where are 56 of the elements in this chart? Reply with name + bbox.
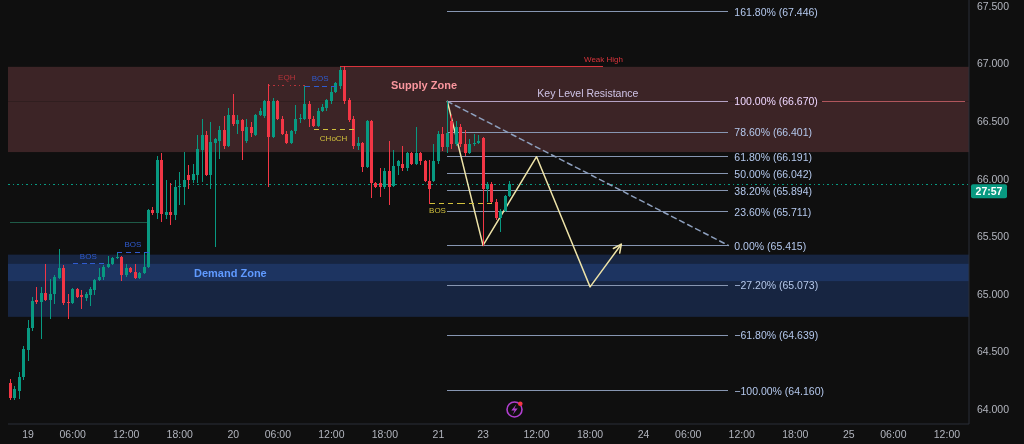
series-label: 61.80% (66.191) [734, 150, 813, 163]
x-tick-label: 12:00 [523, 428, 550, 440]
series-label: 0.00% (65.415) [734, 239, 807, 252]
series-label: BOS [311, 73, 329, 83]
x-tick-label: 12:00 [933, 428, 961, 440]
y-tick-label: 66.500 [976, 114, 1010, 127]
y-tick-label: 65.000 [976, 287, 1010, 300]
annotation: Key Level Resistance [537, 87, 639, 100]
x-tick-label: 18:00 [371, 428, 399, 440]
series-label: BOS [429, 205, 446, 215]
x-tick-label: 06:00 [675, 428, 702, 440]
x-tick-label: 19 [22, 428, 35, 440]
series-label: Weak High [583, 54, 623, 64]
y-tick-label: 66.000 [976, 172, 1010, 185]
series-label: 161.80% (67.446) [734, 5, 818, 18]
candlestick [165, 179, 168, 219]
y-tick-label: 64.500 [976, 345, 1010, 358]
x-tick-label: 24 [637, 428, 650, 440]
series-label: 78.60% (66.401) [734, 126, 813, 139]
y-tick-label: 67.000 [976, 57, 1010, 70]
x-tick-label: 12:00 [318, 428, 345, 440]
y-tick-label: 67.500 [976, 0, 1010, 12]
x-tick-label: 20 [227, 428, 240, 440]
x-tick-label: 21 [432, 428, 445, 440]
x-tick-label: 12:00 [113, 428, 140, 440]
y-tick-label: 64.000 [976, 403, 1010, 416]
candlestick [67, 293, 70, 320]
band-label: Supply Zone [391, 78, 457, 91]
series-label: 50.00% (66.042) [734, 167, 813, 180]
x-tick-label: 06:00 [880, 428, 907, 440]
x-tick-label: 18:00 [576, 428, 604, 440]
series-label: CHoCH [319, 133, 348, 143]
series-label: 100.00% (66.670) [734, 95, 818, 108]
x-tick-label: 23 [477, 428, 490, 440]
candlestick [49, 278, 52, 320]
x-tick-label: 12:00 [728, 428, 756, 440]
x-tick-label: 18:00 [782, 428, 809, 440]
series-label: −100.00% (64.160) [734, 384, 824, 397]
candlestick [80, 290, 83, 309]
band-label: Demand Zone [194, 266, 267, 279]
series-label: −27.20% (65.073) [734, 279, 819, 292]
x-tick-label: 06:00 [59, 428, 86, 440]
series-label: 38.20% (65.894) [734, 184, 813, 197]
series-label: BOS [79, 251, 97, 261]
x-tick-label: 18:00 [166, 428, 194, 440]
candlestick [183, 152, 186, 206]
x-tick-label: 25 [842, 428, 855, 440]
series-label: −61.80% (64.639) [734, 329, 819, 342]
candlestick [169, 183, 172, 225]
x-tick-label: 06:00 [264, 428, 292, 440]
series-label: 23.60% (65.711) [734, 205, 812, 218]
candlestick [379, 168, 382, 198]
y-tick-label: 65.500 [976, 230, 1010, 243]
text: 27:57 [975, 185, 1003, 198]
series-label: EQH [278, 72, 296, 82]
series-label: BOS [124, 239, 142, 249]
